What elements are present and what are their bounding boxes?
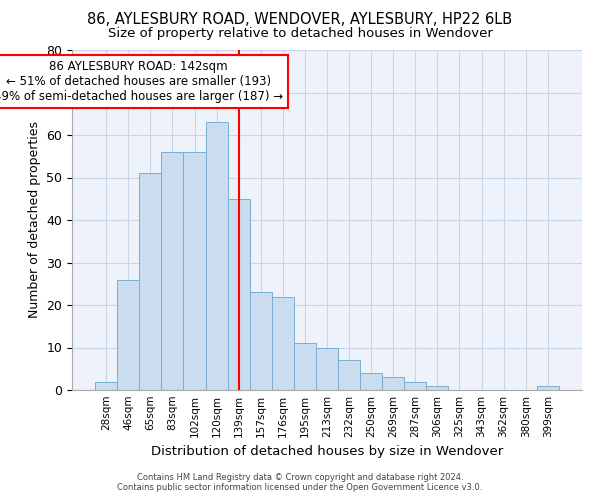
Bar	[404, 382, 427, 390]
Bar	[161, 152, 184, 390]
Bar	[206, 122, 227, 390]
Bar	[250, 292, 272, 390]
Bar	[227, 198, 250, 390]
Bar	[360, 373, 382, 390]
Bar	[272, 296, 294, 390]
Bar	[184, 152, 206, 390]
Bar	[117, 280, 139, 390]
Text: 86, AYLESBURY ROAD, WENDOVER, AYLESBURY, HP22 6LB: 86, AYLESBURY ROAD, WENDOVER, AYLESBURY,…	[88, 12, 512, 28]
Bar	[316, 348, 338, 390]
Text: Contains HM Land Registry data © Crown copyright and database right 2024.
Contai: Contains HM Land Registry data © Crown c…	[118, 473, 482, 492]
Bar	[537, 386, 559, 390]
Text: Size of property relative to detached houses in Wendover: Size of property relative to detached ho…	[107, 28, 493, 40]
Bar	[294, 343, 316, 390]
Bar	[427, 386, 448, 390]
Bar	[95, 382, 117, 390]
Text: 86 AYLESBURY ROAD: 142sqm
← 51% of detached houses are smaller (193)
49% of semi: 86 AYLESBURY ROAD: 142sqm ← 51% of detac…	[0, 60, 283, 103]
Bar	[338, 360, 360, 390]
Bar	[139, 174, 161, 390]
Bar	[382, 378, 404, 390]
X-axis label: Distribution of detached houses by size in Wendover: Distribution of detached houses by size …	[151, 446, 503, 458]
Y-axis label: Number of detached properties: Number of detached properties	[28, 122, 41, 318]
